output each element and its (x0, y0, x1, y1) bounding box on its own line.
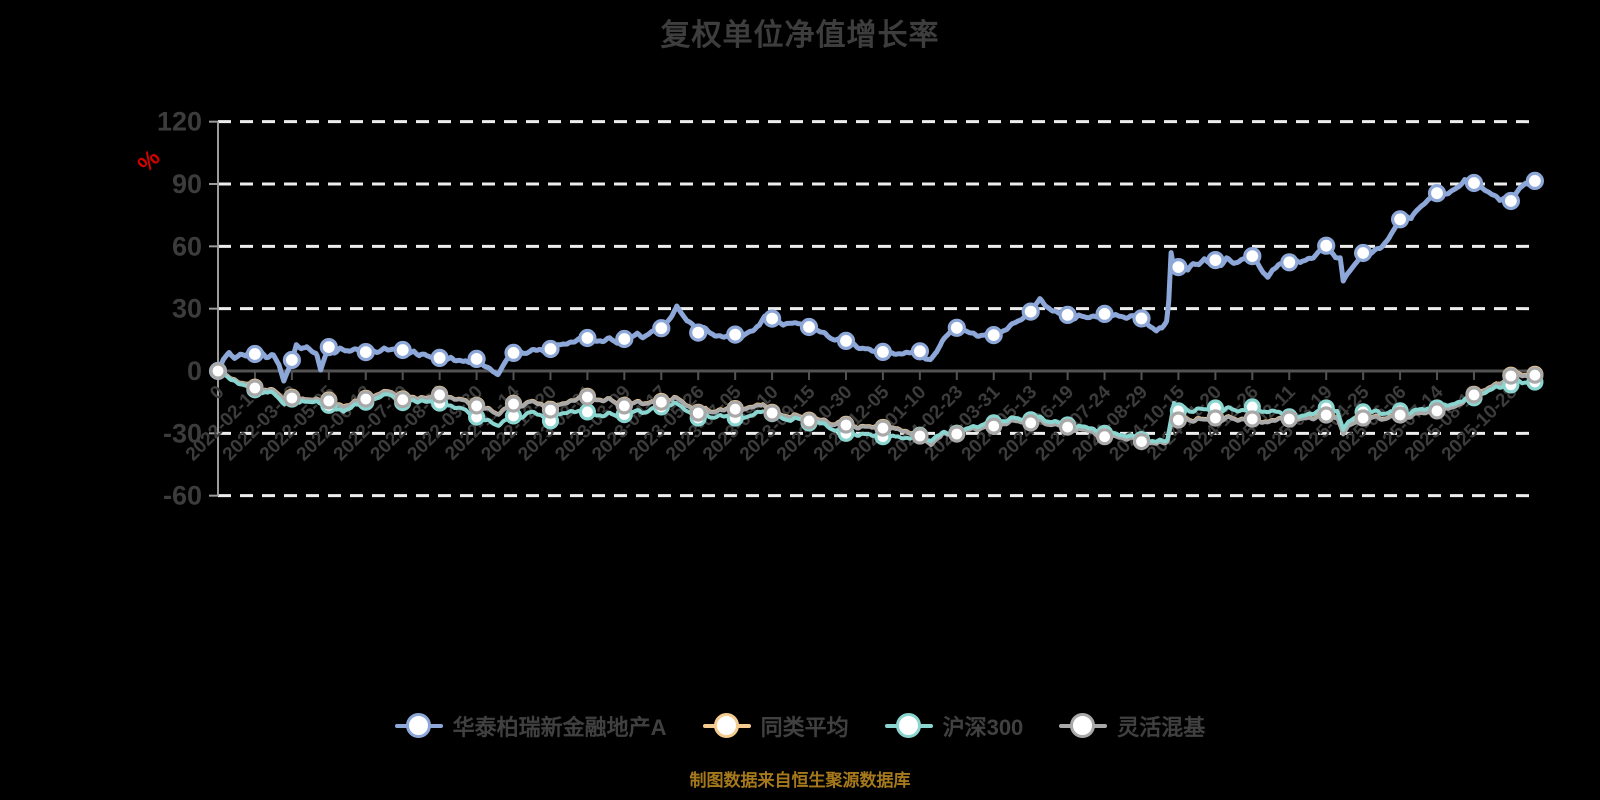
y-axis-unit-label: % (132, 144, 165, 177)
legend-item-flexible-mixed[interactable]: 灵活混基 (1059, 710, 1205, 742)
svg-text:-60: -60 (163, 481, 202, 511)
svg-text:0: 0 (187, 356, 202, 386)
hs300-series-marker-icon (884, 713, 933, 739)
series-markers-0 (208, 171, 1545, 381)
chart-title: 复权单位净值增长率 (660, 19, 940, 52)
svg-text:30: 30 (172, 294, 202, 324)
y-tick-labels: 120 90 60 30 0 -30 -60% (132, 107, 202, 511)
category-average-series-marker-icon (702, 713, 751, 739)
legend-label: 华泰柏瑞新金融地产A (452, 715, 667, 740)
svg-text:60: 60 (172, 231, 202, 261)
legend-item-hs300[interactable]: 沪深300 (884, 710, 1024, 742)
series-markers-2 (209, 362, 1544, 451)
svg-text:90: 90 (172, 169, 202, 199)
svg-text:120: 120 (157, 107, 202, 137)
flexible-mixed-series-marker-icon (1059, 713, 1108, 739)
source-note: 制图数据来自恒生聚源数据库 (689, 771, 911, 790)
legend-item-category-average[interactable]: 同类平均 (702, 710, 849, 742)
svg-text:-30: -30 (163, 418, 202, 448)
legend-item-fund[interactable]: 华泰柏瑞新金融地产A (394, 710, 667, 742)
legend-label: 灵活混基 (1117, 715, 1206, 740)
series-markers (208, 171, 1545, 451)
legend-label: 沪深300 (942, 715, 1024, 740)
legend-label: 同类平均 (760, 715, 849, 740)
legend: 华泰柏瑞新金融地产A 同类平均 沪深300 灵活混基 (0, 710, 1600, 742)
fund-series-marker-icon (394, 713, 443, 739)
